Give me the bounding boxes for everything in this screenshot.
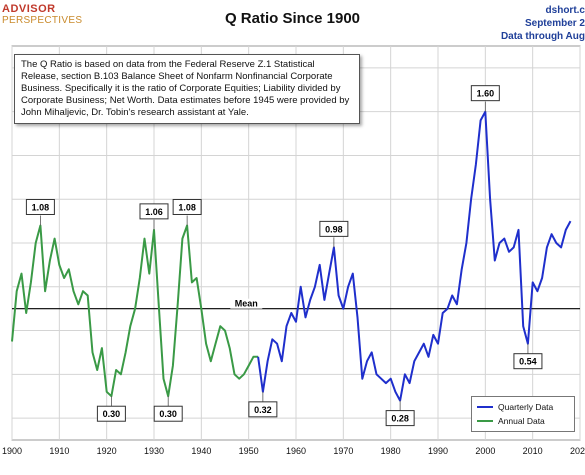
annotation-box: [25, 198, 55, 215]
annotation-label: 0.30: [159, 409, 177, 419]
x-tick-label: 1970: [333, 446, 353, 456]
annotation-box: [172, 198, 202, 215]
annotation-box: [513, 353, 543, 370]
annotation-label: 1.60: [477, 89, 495, 99]
x-tick-label: 1980: [381, 446, 401, 456]
x-tick-label: 2020: [570, 446, 585, 456]
legend-item-annual: Annual Data: [477, 414, 569, 428]
annotation-label: 1.08: [32, 202, 50, 212]
annotation-label: 0.28: [391, 414, 409, 424]
annotation-label: 0.32: [254, 405, 272, 415]
x-tick-label: 1910: [49, 446, 69, 456]
annotation-label: 0.54: [519, 357, 537, 367]
annotation-box: [96, 405, 126, 422]
x-tick-label: 1920: [97, 446, 117, 456]
annotation-label: 0.98: [325, 224, 343, 234]
annotation-label: 0.30: [103, 409, 121, 419]
credit-date: September 2: [524, 18, 585, 29]
x-tick-label: 2010: [523, 446, 543, 456]
chart-legend: Quarterly Data Annual Data: [471, 396, 575, 432]
credit-data-through: Data through Aug: [500, 31, 585, 42]
legend-item-quarterly: Quarterly Data: [477, 400, 569, 414]
advisor-perspectives-logo: ADVISOR PERSPECTIVES: [2, 3, 83, 27]
methodology-note: The Q Ratio is based on data from the Fe…: [14, 54, 360, 124]
x-tick-label: 1990: [428, 446, 448, 456]
mean-label: Mean: [235, 299, 258, 309]
annotation-box: [385, 410, 415, 427]
chart-title: Q Ratio Since 1900: [224, 10, 361, 27]
credit-site: dshort.c: [545, 5, 585, 16]
x-tick-label: 1900: [2, 446, 22, 456]
annotation-box: [139, 203, 169, 220]
legend-swatch-annual: [477, 420, 493, 422]
x-tick-label: 2000: [475, 446, 495, 456]
x-tick-label: 1960: [286, 446, 306, 456]
annotation-label: 1.06: [145, 207, 163, 217]
legend-label-quarterly: Quarterly Data: [498, 402, 554, 412]
annotation-box: [319, 220, 349, 237]
annotation-box: [248, 401, 278, 418]
series-line-quarterly: [257, 110, 572, 402]
legend-label-annual: Annual Data: [498, 416, 545, 426]
logo-line-1: ADVISOR: [2, 3, 56, 15]
x-tick-label: 1930: [144, 446, 164, 456]
x-tick-label: 1940: [191, 446, 211, 456]
series-line-annual: [11, 224, 259, 398]
annotation-box: [153, 405, 183, 422]
legend-swatch-quarterly: [477, 406, 493, 408]
credit-block: dshort.c September 2 Data through Aug: [501, 4, 585, 43]
annotation-box: [470, 85, 500, 102]
x-tick-label: 1950: [239, 446, 259, 456]
logo-line-2: PERSPECTIVES: [2, 15, 83, 26]
annotation-label: 1.08: [178, 202, 196, 212]
mean-label-bg: [230, 298, 263, 309]
